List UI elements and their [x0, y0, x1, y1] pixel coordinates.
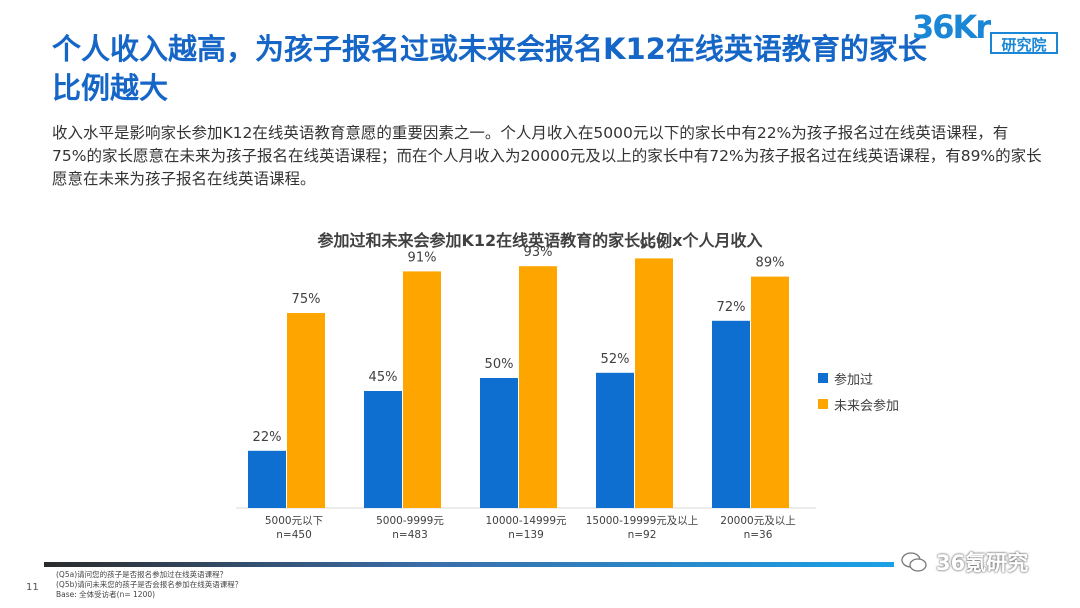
page-number: 11 [26, 582, 39, 593]
intro-text: 收入水平是影响家长参加K12在线英语教育意愿的重要因素之一。个人月收入在5000… [52, 124, 1042, 188]
chart-legend: 参加过 未来会参加 [818, 367, 899, 419]
legend-item-future: 未来会参加 [818, 393, 899, 415]
x-tick-sample-size: n=450 [276, 529, 312, 541]
legend-label-future: 未来会参加 [834, 398, 900, 414]
watermark: 36氪研究 [900, 544, 1028, 580]
bar-participated-2 [480, 378, 518, 508]
page-title: 个人收入越高，为孩子报名过或未来会报名K12在线英语教育的家长比例越大 [52, 32, 927, 105]
data-label-future-0: 75% [292, 292, 321, 307]
legend-label-participated: 参加过 [834, 372, 874, 388]
logo-label: 研究院 [990, 32, 1058, 54]
data-label-future-2: 93% [524, 245, 553, 260]
bar-participated-3 [596, 372, 634, 508]
bar-participated-4 [712, 320, 750, 508]
bar-future-3 [635, 258, 673, 508]
data-label-future-3: 96% [640, 237, 669, 252]
footnote: Base: 全体受访者(n= 1200) [56, 590, 156, 599]
data-label-participated-2: 50% [485, 357, 514, 372]
bar-future-0 [287, 313, 325, 508]
brand-logo: 36Kr 研究院 [912, 8, 1062, 56]
bar-participated-1 [364, 391, 402, 508]
bar-future-4 [751, 276, 789, 508]
x-tick-sample-size: n=139 [508, 529, 544, 541]
footer-bar [44, 562, 894, 567]
data-label-participated-1: 45% [369, 370, 398, 385]
data-label-participated-0: 22% [253, 430, 282, 445]
bar-future-1 [403, 271, 441, 508]
x-tick-label: 5000-9999元 [376, 515, 444, 527]
bar-participated-0 [248, 450, 286, 508]
data-label-future-1: 91% [408, 250, 437, 265]
chart-title: 参加过和未来会参加K12在线英语教育的家长比例x个人月收入 [317, 231, 763, 250]
footnotes: (Q5a)请问您的孩子是否报名参加过在线英语课程？ (Q5b)请问未来您的孩子是… [56, 570, 242, 600]
legend-swatch-future [818, 399, 828, 409]
footnote: (Q5b)请问未来您的孩子是否会报名参加在线英语课程？ [56, 580, 243, 589]
chat-bubbles-icon [901, 552, 927, 572]
bar-future-2 [519, 266, 557, 508]
x-tick-sample-size: n=36 [744, 529, 773, 541]
data-label-future-4: 89% [756, 256, 785, 271]
data-label-participated-4: 72% [717, 300, 746, 315]
legend-item-participated: 参加过 [818, 367, 899, 389]
x-tick-label: 20000元及以上 [720, 515, 795, 527]
x-tick-label: 5000元以下 [265, 515, 323, 527]
x-tick-sample-size: n=92 [628, 529, 657, 541]
watermark-text: 36氪研究 [936, 551, 1029, 575]
logo-number: 36Kr [912, 8, 991, 46]
data-label-participated-3: 52% [601, 352, 630, 367]
x-tick-label: 15000-19999元及以上 [586, 515, 699, 527]
x-tick-sample-size: n=483 [392, 529, 428, 541]
footnote: (Q5a)请问您的孩子是否报名参加过在线英语课程？ [56, 570, 228, 579]
x-tick-label: 10000-14999元 [485, 515, 567, 527]
legend-swatch-participated [818, 373, 828, 383]
